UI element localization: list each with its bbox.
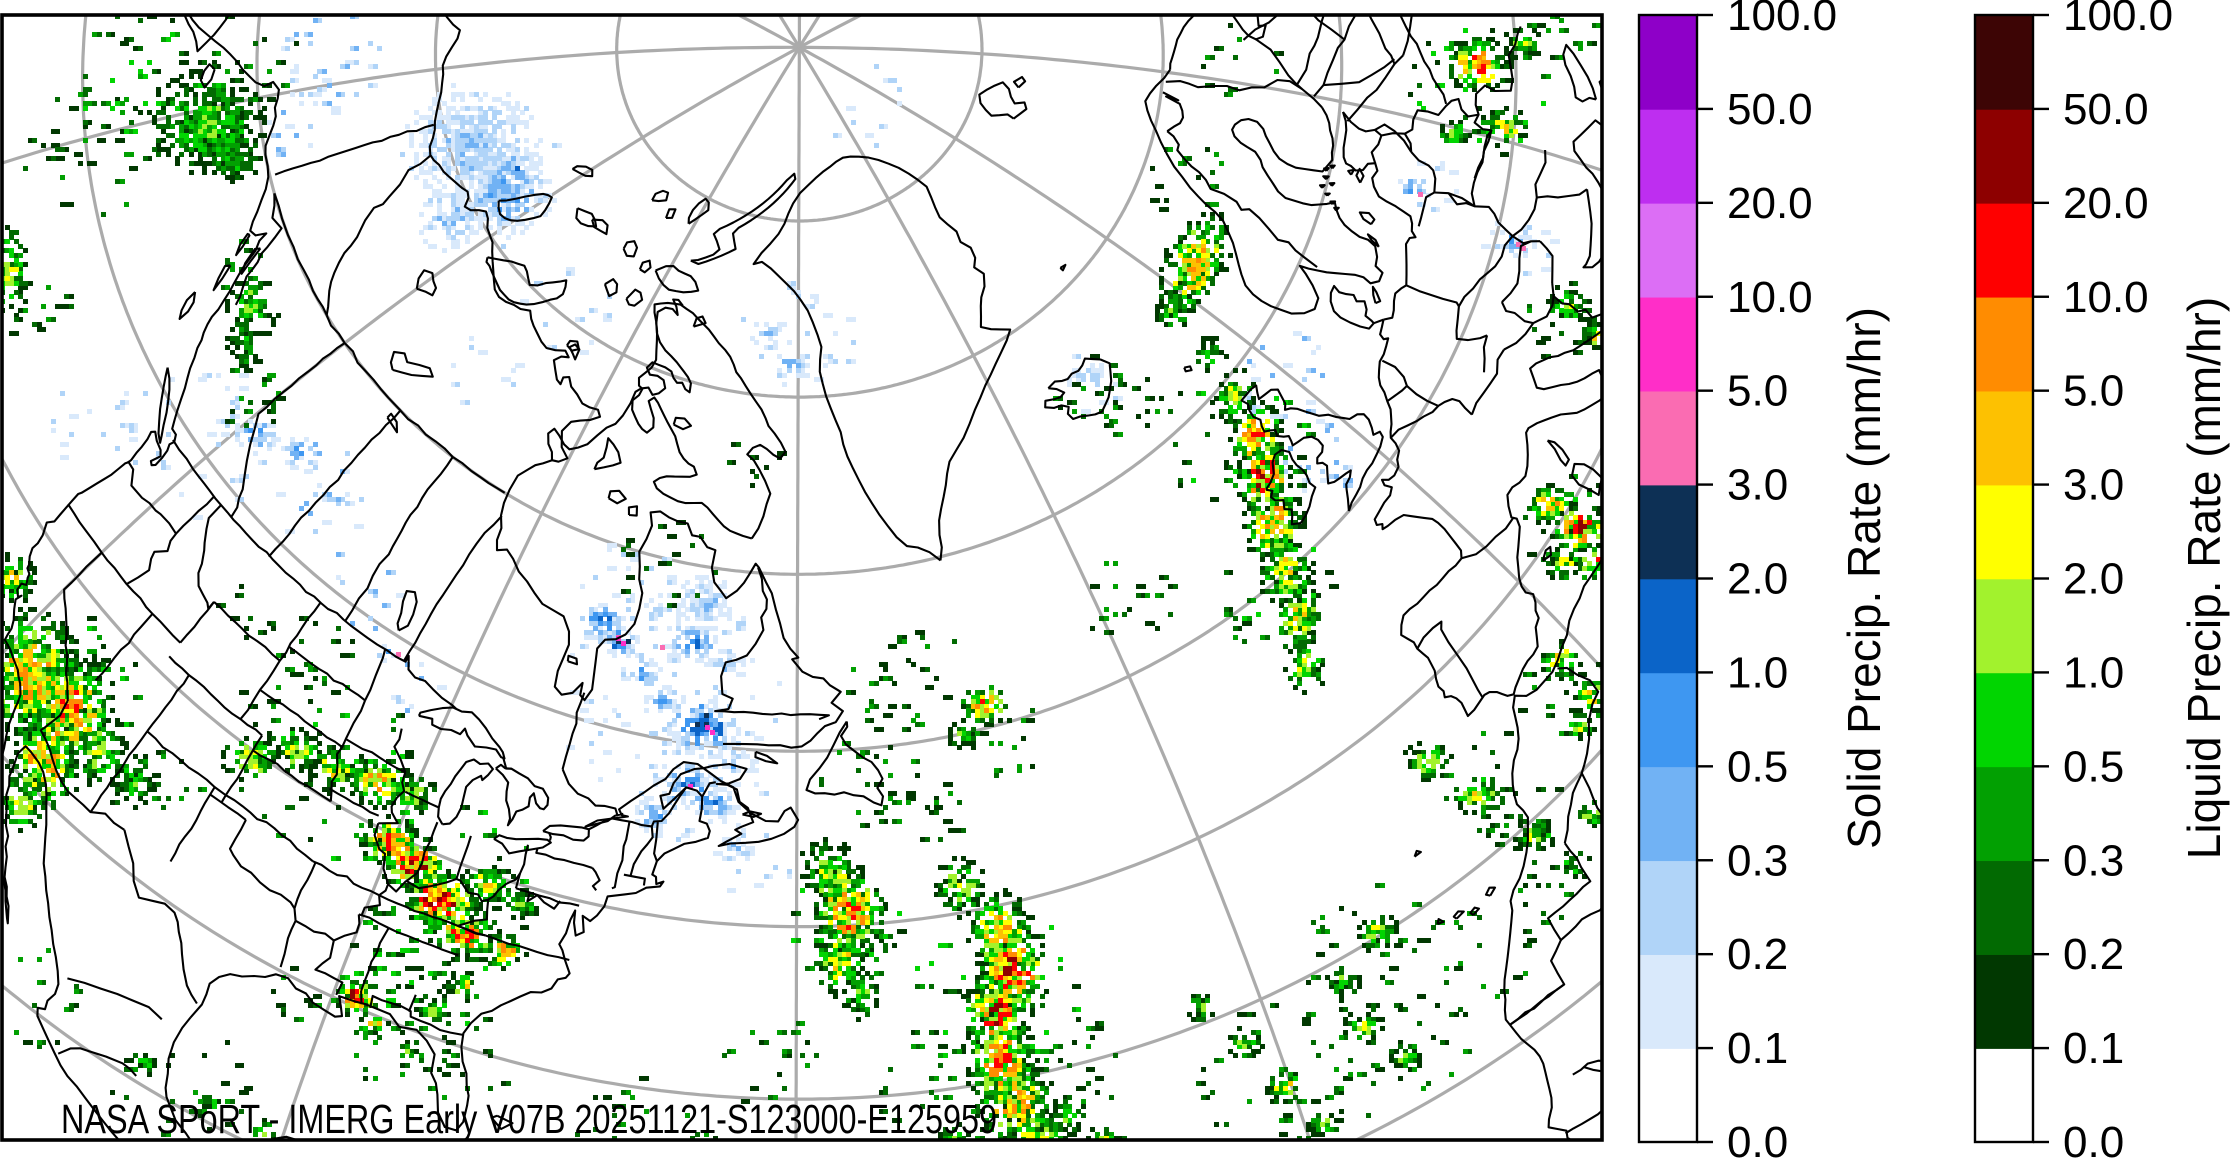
svg-text:3.0: 3.0 <box>2063 461 2124 510</box>
svg-text:50.0: 50.0 <box>1727 85 1813 134</box>
svg-text:2.0: 2.0 <box>2063 555 2124 604</box>
svg-text:10.0: 10.0 <box>1727 273 1813 322</box>
svg-text:10.0: 10.0 <box>2063 273 2149 322</box>
svg-text:100.0: 100.0 <box>1727 0 1837 40</box>
svg-text:0.0: 0.0 <box>2063 1118 2124 1167</box>
svg-text:0.5: 0.5 <box>2063 742 2124 791</box>
svg-text:5.0: 5.0 <box>1727 367 1788 416</box>
svg-text:NASA SPoRT - IMERG Early V07B: NASA SPoRT - IMERG Early V07B 20251121-S… <box>61 1096 997 1142</box>
svg-text:0.3: 0.3 <box>1727 836 1788 885</box>
svg-text:5.0: 5.0 <box>2063 367 2124 416</box>
svg-text:100.0: 100.0 <box>2063 0 2173 40</box>
svg-text:20.0: 20.0 <box>1727 179 1813 228</box>
svg-text:1.0: 1.0 <box>2063 648 2124 697</box>
svg-text:0.1: 0.1 <box>2063 1024 2124 1073</box>
svg-text:20.0: 20.0 <box>2063 179 2149 228</box>
svg-text:Liquid Precip. Rate (mm/hr): Liquid Precip. Rate (mm/hr) <box>2178 297 2230 859</box>
svg-text:0.3: 0.3 <box>2063 836 2124 885</box>
svg-text:0.2: 0.2 <box>1727 930 1788 979</box>
svg-text:0.0: 0.0 <box>1727 1118 1788 1167</box>
svg-text:0.5: 0.5 <box>1727 742 1788 791</box>
svg-text:3.0: 3.0 <box>1727 461 1788 510</box>
svg-text:2.0: 2.0 <box>1727 555 1788 604</box>
svg-text:50.0: 50.0 <box>2063 85 2149 134</box>
svg-text:Solid Precip. Rate (mm/hr): Solid Precip. Rate (mm/hr) <box>1838 307 1890 849</box>
svg-text:0.2: 0.2 <box>2063 930 2124 979</box>
svg-text:1.0: 1.0 <box>1727 648 1788 697</box>
svg-text:0.1: 0.1 <box>1727 1024 1788 1073</box>
